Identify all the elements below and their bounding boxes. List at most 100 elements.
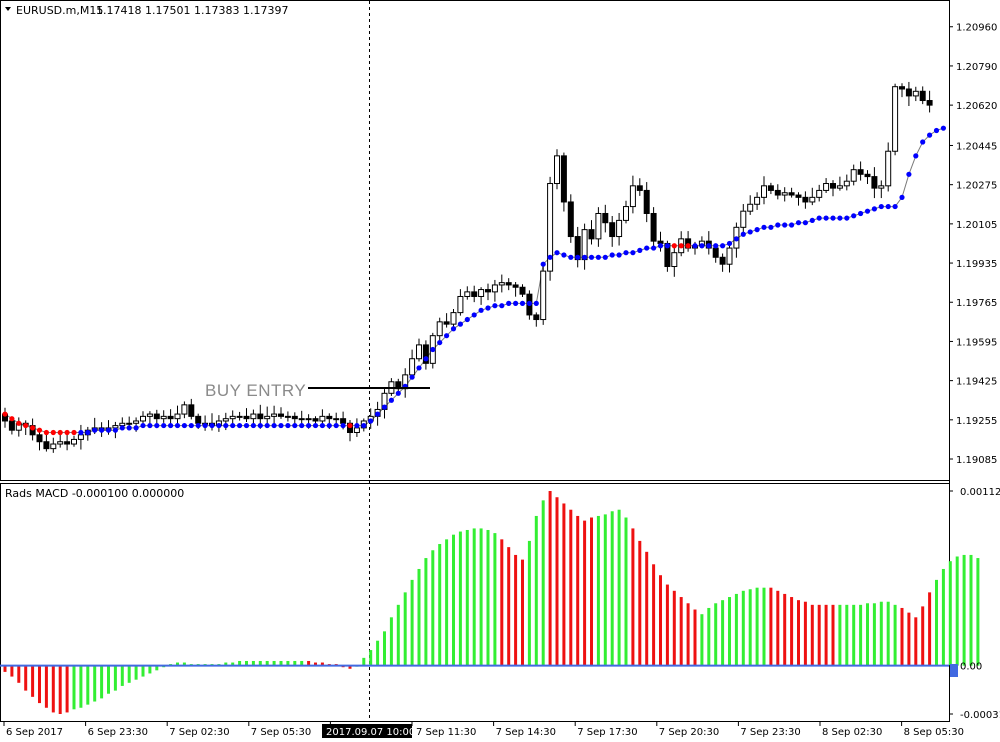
- trail-dot-up: [782, 222, 788, 228]
- trail-dot-up: [644, 245, 650, 251]
- macd-bar-up: [182, 662, 186, 666]
- trail-dot-up: [802, 220, 809, 226]
- candle: [422, 340, 429, 370]
- macd-bar-up: [935, 579, 938, 666]
- price-tick-label: 1.19425: [956, 377, 997, 388]
- macd-bar-up: [293, 660, 297, 666]
- buy-entry-label[interactable]: BUY ENTRY: [205, 381, 306, 400]
- macd-bar-down: [10, 665, 14, 677]
- trail-dot-up: [630, 250, 636, 256]
- candle: [899, 83, 905, 98]
- macd-bar-down: [831, 604, 835, 666]
- macd-bar-down: [679, 597, 683, 666]
- candle: [540, 265, 547, 325]
- price-tick-label: 1.19765: [956, 298, 997, 309]
- chart-menu-triangle-icon[interactable]: [5, 7, 11, 11]
- macd-bar-up: [893, 604, 897, 666]
- price-tick-label: 1.19085: [956, 455, 997, 466]
- trail-dot-up: [526, 300, 533, 306]
- candle: [850, 164, 857, 186]
- macd-bar-up: [886, 601, 890, 666]
- trail-dot-up: [188, 422, 194, 429]
- trail-dot-up: [154, 422, 160, 429]
- candle: [912, 86, 919, 102]
- macd-bar-up: [452, 534, 455, 666]
- trail-dot-up: [195, 422, 201, 429]
- macd-bar-up: [438, 544, 442, 666]
- macd-bar-down: [797, 600, 800, 666]
- trail-dot-up: [533, 300, 539, 306]
- macd-bar-down: [817, 604, 821, 666]
- main-panel[interactable]: [0, 0, 950, 481]
- trail-dot-up: [830, 215, 836, 221]
- candle: [671, 246, 678, 277]
- candle: [643, 182, 650, 223]
- candle: [512, 282, 519, 297]
- macd-bar-up: [748, 589, 752, 666]
- candle: [409, 349, 416, 379]
- time-tick-label: 6 Sep 2017: [6, 727, 63, 738]
- macd-bar-up: [141, 665, 145, 677]
- macd-bar-down: [31, 665, 35, 697]
- candle: [236, 411, 243, 421]
- candle: [892, 83, 899, 156]
- macd-bar-up: [286, 660, 290, 666]
- time-tick-label: 7 Sep 02:30: [169, 727, 229, 738]
- trail-dot-up: [140, 422, 146, 429]
- macd-bar-up: [976, 558, 980, 666]
- macd-bar-up: [472, 528, 476, 666]
- macd-bar-down: [803, 601, 807, 666]
- trail-dot-up: [878, 203, 884, 210]
- trail-dot-up: [437, 339, 443, 346]
- candle: [588, 220, 595, 245]
- time-tick-label: 7 Sep 05:30: [251, 727, 311, 738]
- candle: [657, 231, 664, 252]
- candle: [857, 161, 864, 181]
- macd-bar-down: [693, 609, 697, 666]
- candle: [71, 435, 77, 447]
- trail-dot-up: [913, 153, 919, 159]
- macd-bar-up: [707, 607, 711, 666]
- trail-dot-up: [216, 422, 222, 429]
- macd-bar-up: [403, 592, 407, 666]
- macd-bar-down: [17, 665, 21, 683]
- trail-dot-down: [64, 429, 70, 436]
- trail-dot-up: [713, 243, 719, 249]
- trail-dot-up: [202, 422, 208, 429]
- macd-bar-down: [907, 612, 911, 666]
- trail-dot-up: [375, 411, 381, 417]
- trail-dot-up: [326, 422, 332, 429]
- candle: [229, 410, 236, 425]
- trail-dot-up: [864, 208, 871, 214]
- trail-dot-up: [623, 250, 629, 256]
- trail-dot-up: [416, 365, 422, 371]
- ohlc-values: 1.17418 1.17501 1.17383 1.17397: [96, 4, 288, 17]
- candle: [574, 226, 581, 268]
- price-tick-label: 1.19255: [956, 416, 997, 427]
- trail-dot-up: [457, 321, 463, 327]
- trail-dot-up: [823, 215, 829, 221]
- trail-dot-up: [899, 194, 905, 200]
- candle: [167, 409, 174, 425]
- time-tick-label: 7 Sep 11:30: [416, 727, 476, 738]
- macd-bar-up: [424, 558, 428, 666]
- macd-bar-down: [51, 665, 55, 713]
- macd-bar-up: [383, 631, 386, 666]
- macd-bar-up: [879, 601, 883, 666]
- candle: [77, 424, 84, 450]
- trail-dot-up: [209, 422, 215, 429]
- macd-bar-down: [24, 665, 28, 691]
- candle: [905, 81, 912, 107]
- candle: [491, 279, 498, 302]
- trail-dot-up: [340, 422, 346, 429]
- macd-bar-down: [58, 665, 62, 714]
- trail-dot-up: [789, 222, 795, 228]
- candle: [830, 180, 836, 197]
- trail-dot-up: [119, 425, 125, 431]
- macd-bar-up: [872, 603, 876, 666]
- macd-bar-down: [790, 597, 794, 666]
- trail-dot-up: [174, 422, 181, 429]
- trail-dot-up: [485, 305, 491, 311]
- macd-bar-up: [486, 529, 490, 666]
